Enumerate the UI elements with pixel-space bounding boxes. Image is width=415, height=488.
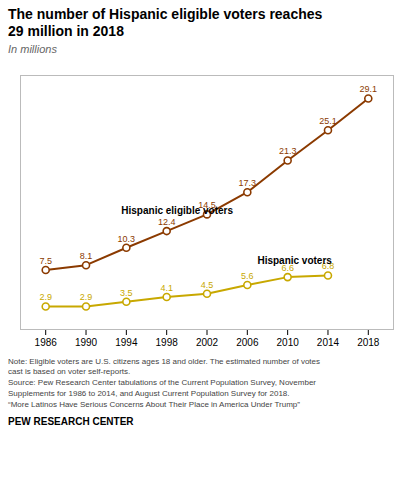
html-text:cast is based on voter self-re: cast is based on voter self-reports. (8, 367, 131, 377)
svg-text:10.3: 10.3 (118, 233, 136, 243)
svg-text:5.6: 5.6 (241, 271, 254, 281)
svg-text:Hispanic voters: Hispanic voters (257, 255, 332, 266)
svg-text:8.1: 8.1 (80, 251, 93, 261)
html-text:In millions: In millions (8, 42, 57, 55)
svg-text:2010: 2010 (277, 336, 300, 347)
html-text:The number of Hispanic eligibl: The number of Hispanic eligible voters r… (8, 6, 323, 39)
svg-text:1994: 1994 (115, 336, 138, 347)
html-text:Source: Pew Research Center ta: Source: Pew Research Center tabulations … (8, 378, 316, 388)
svg-text:17.3: 17.3 (239, 178, 257, 188)
svg-text:2014: 2014 (317, 336, 340, 347)
html-text:Supplements for 1986 to 2014,: Supplements for 1986 to 2014, and August… (8, 389, 290, 398)
svg-text:2.9: 2.9 (39, 292, 52, 302)
svg-text:21.3: 21.3 (279, 146, 297, 156)
svg-text:25.1: 25.1 (319, 116, 337, 126)
svg-text:1986: 1986 (35, 336, 58, 347)
svg-text:7.5: 7.5 (39, 255, 52, 265)
svg-text:1990: 1990 (75, 336, 98, 347)
svg-text:2.9: 2.9 (80, 292, 93, 302)
svg-text:3.5: 3.5 (120, 287, 133, 297)
svg-text:2018: 2018 (357, 336, 380, 347)
svg-text:2002: 2002 (196, 336, 219, 347)
html-text:Note: Eligible voters are U.S.: Note: Eligible voters are U.S. citizens … (8, 356, 320, 366)
html-text:PEW RESEARCH CENTER: PEW RESEARCH CENTER (8, 415, 134, 427)
html-text:“More Latinos Have Serious Con: “More Latinos Have Serious Concerns Abou… (8, 399, 300, 409)
svg-text:12.4: 12.4 (158, 217, 176, 227)
svg-text:29.1: 29.1 (360, 84, 378, 94)
svg-text:6.6: 6.6 (281, 262, 294, 273)
svg-text:4.5: 4.5 (201, 279, 214, 289)
svg-text:1998: 1998 (156, 336, 179, 347)
svg-text:4.1: 4.1 (160, 282, 173, 292)
svg-text:Hispanic eligible voters: Hispanic eligible voters (121, 205, 233, 216)
svg-text:2006: 2006 (236, 336, 259, 347)
